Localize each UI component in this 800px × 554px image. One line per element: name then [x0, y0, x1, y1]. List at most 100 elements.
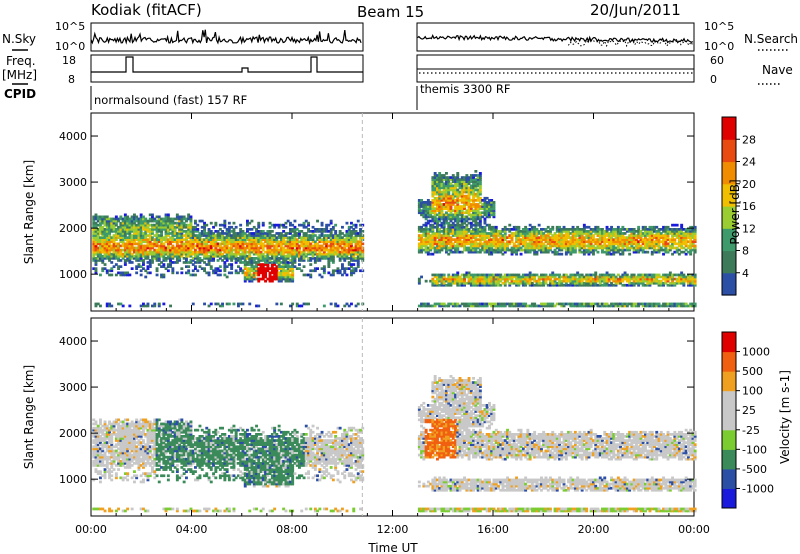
heatmap-cell [569, 246, 573, 250]
heatmap-cell [255, 248, 258, 252]
heatmap-cell [469, 221, 473, 225]
heatmap-cell [200, 252, 204, 256]
heatmap-cell [476, 182, 480, 186]
heatmap-cell [250, 257, 254, 260]
heatmap-cell [155, 238, 159, 241]
heatmap-cell [621, 242, 625, 246]
heatmap-cell [546, 250, 550, 254]
heatmap-cell [223, 242, 227, 246]
heatmap-cell [426, 221, 430, 225]
heatmap-cell [311, 225, 315, 229]
heatmap-cell [171, 246, 175, 250]
heatmap-cell [449, 302, 453, 306]
heatmap-cell [137, 248, 141, 252]
heatmap-cell [517, 275, 521, 279]
heatmap-cell [447, 236, 451, 239]
heatmap-cell [187, 254, 191, 258]
heatmap-cell [546, 248, 550, 252]
heatmap-cell [121, 304, 125, 308]
heatmap-cell [327, 261, 331, 264]
heatmap-cell [478, 199, 482, 202]
heatmap-cell [619, 238, 622, 241]
heatmap-cell [440, 234, 444, 237]
heatmap-cell [94, 244, 98, 248]
heatmap-cell [200, 259, 204, 262]
heatmap-cell [422, 304, 426, 308]
heatmap-cell [284, 225, 288, 229]
heatmap-cell [139, 254, 143, 258]
heatmap-cell [268, 232, 272, 235]
heatmap-cell [105, 248, 109, 252]
heatmap-cell [546, 283, 550, 287]
heatmap-cell [506, 246, 509, 250]
heatmap-cell [467, 246, 471, 250]
heatmap-cell [157, 259, 161, 262]
heatmap-cell [499, 302, 503, 306]
heatmap-cell [551, 236, 555, 239]
heatmap-cell [573, 275, 577, 279]
heatmap-cell [103, 219, 107, 223]
heatmap-cell [126, 254, 130, 258]
heatmap-cell [336, 248, 340, 252]
heatmap-cell [619, 277, 622, 281]
heatmap-cell [101, 242, 105, 246]
heatmap-cell [478, 215, 482, 219]
heatmap-cell [442, 236, 446, 239]
heatmap-cell [431, 203, 435, 206]
heatmap-cell [553, 275, 557, 279]
heatmap-cell [580, 238, 584, 241]
heatmap-cell [196, 259, 200, 262]
heatmap-cell [472, 232, 475, 235]
heatmap-cell [171, 228, 175, 231]
heatmap-cell [417, 228, 421, 231]
heatmap-cell [659, 232, 663, 235]
heatmap-cell [157, 244, 161, 248]
heatmap-cell [286, 232, 290, 235]
heatmap-cell [121, 254, 125, 258]
heatmap-cell [431, 223, 435, 227]
heatmap-cell [273, 259, 277, 262]
heatmap-cell [119, 240, 123, 244]
heatmap-cell [133, 236, 136, 239]
heatmap-cell [302, 273, 306, 277]
heatmap-cell [128, 221, 132, 225]
heatmap-cell [266, 263, 270, 266]
heatmap-cell [282, 242, 286, 246]
heatmap-cell [573, 302, 577, 306]
heatmap-cell [537, 244, 541, 248]
heatmap-cell [551, 244, 555, 248]
heatmap-cell [564, 240, 568, 244]
heatmap-cell [103, 257, 107, 260]
heatmap-cell [576, 244, 580, 248]
heatmap-cell [635, 242, 638, 246]
heatmap-cell [135, 254, 139, 258]
heatmap-cell [476, 244, 480, 248]
heatmap-cell [621, 238, 625, 241]
heatmap-cell [542, 275, 546, 279]
heatmap-cell [454, 232, 457, 235]
heatmap-cell [420, 244, 423, 248]
heatmap-cell [530, 228, 534, 231]
heatmap-cell [311, 232, 315, 235]
heatmap-cell [610, 242, 613, 246]
heatmap-cell [542, 234, 546, 237]
heatmap-cell [178, 244, 182, 248]
heatmap-cell [598, 234, 602, 237]
heatmap-cell [429, 207, 433, 210]
heatmap-cell [478, 236, 482, 239]
heatmap-cell [478, 186, 482, 190]
heatmap-cell [558, 234, 561, 237]
heatmap-cell [648, 302, 652, 306]
heatmap-cell [431, 188, 435, 192]
heatmap-cell [589, 234, 593, 237]
heatmap-cell [352, 246, 356, 250]
heatmap-cell [234, 246, 238, 250]
heatmap-cell [207, 261, 211, 264]
heatmap-cell [440, 302, 444, 306]
heatmap-cell [555, 277, 559, 281]
heatmap-cell [112, 221, 116, 225]
heatmap-cell [185, 236, 188, 239]
heatmap-cell [191, 252, 195, 256]
heatmap-cell [544, 304, 548, 308]
heatmap-cell [456, 281, 460, 285]
